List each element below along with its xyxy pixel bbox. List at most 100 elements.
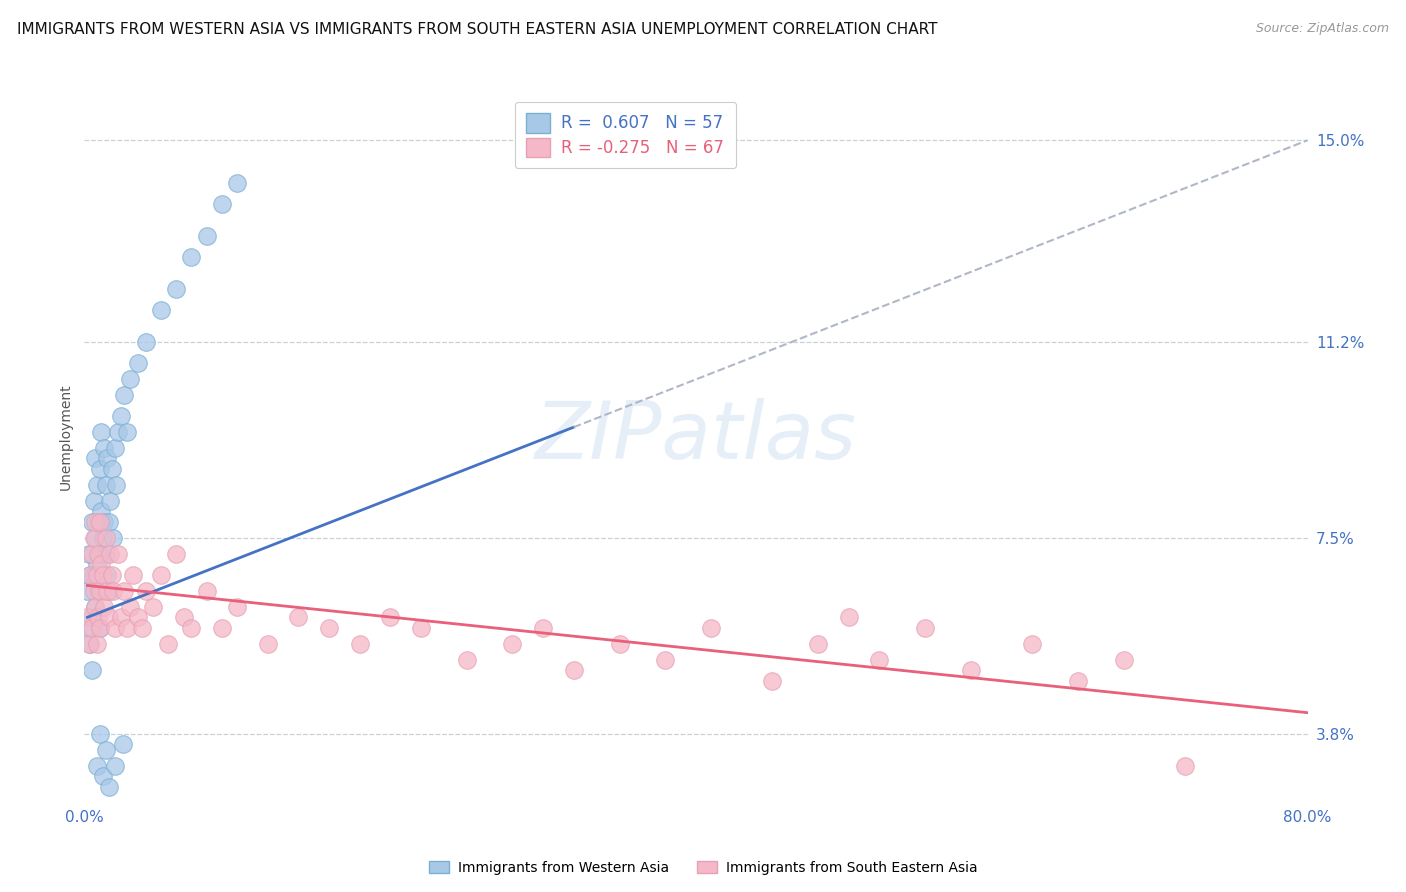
Legend: R =  0.607   N = 57, R = -0.275   N = 67: R = 0.607 N = 57, R = -0.275 N = 67: [515, 102, 735, 169]
Point: [93, 599, 115, 614]
Point: [173, 610, 195, 624]
Point: [1067, 673, 1090, 688]
Point: [94, 477, 117, 491]
Point: [149, 302, 172, 317]
Point: [211, 621, 233, 635]
Point: [89, 583, 111, 598]
Point: [257, 637, 280, 651]
Point: [87, 547, 110, 561]
Point: [127, 610, 149, 624]
Point: [94, 531, 117, 545]
Point: [90, 425, 112, 439]
Point: [98, 547, 121, 561]
Text: ZIPatlas: ZIPatlas: [534, 398, 858, 476]
Point: [80, 610, 103, 624]
Point: [97, 610, 120, 624]
Point: [89, 462, 111, 476]
Point: [165, 547, 187, 561]
Point: [180, 621, 202, 635]
Point: [84, 599, 107, 614]
Point: [79, 567, 101, 582]
Text: Source: ZipAtlas.com: Source: ZipAtlas.com: [1256, 22, 1389, 36]
Point: [97, 583, 120, 598]
Point: [761, 673, 783, 688]
Legend: Immigrants from Western Asia, Immigrants from South Eastern Asia: Immigrants from Western Asia, Immigrants…: [423, 855, 983, 880]
Point: [122, 567, 145, 582]
Point: [80, 663, 103, 677]
Point: [115, 621, 138, 635]
Point: [195, 228, 218, 243]
Point: [131, 621, 153, 635]
Point: [84, 531, 107, 545]
Point: [1021, 637, 1043, 651]
Point: [86, 567, 108, 582]
Point: [107, 425, 129, 439]
Point: [80, 547, 103, 561]
Point: [531, 621, 554, 635]
Point: [226, 176, 249, 190]
Point: [84, 599, 107, 614]
Point: [77, 621, 100, 635]
Point: [89, 515, 111, 529]
Point: [135, 334, 157, 349]
Point: [97, 515, 120, 529]
Point: [120, 372, 142, 386]
Point: [287, 610, 309, 624]
Point: [87, 515, 110, 529]
Point: [112, 583, 135, 598]
Point: [105, 477, 128, 491]
Point: [112, 387, 135, 401]
Point: [94, 743, 117, 757]
Point: [97, 780, 120, 794]
Point: [180, 250, 202, 264]
Point: [502, 637, 524, 651]
Point: [96, 567, 118, 582]
Point: [90, 504, 112, 518]
Point: [120, 599, 142, 614]
Point: [380, 610, 402, 624]
Point: [83, 531, 105, 545]
Point: [83, 583, 105, 598]
Point: [76, 610, 98, 624]
Point: [79, 637, 101, 651]
Point: [89, 547, 111, 561]
Point: [110, 409, 132, 423]
Point: [86, 477, 108, 491]
Point: [91, 567, 114, 582]
Point: [127, 356, 149, 370]
Point: [226, 599, 249, 614]
Point: [94, 547, 117, 561]
Point: [91, 769, 114, 783]
Point: [654, 653, 676, 667]
Point: [869, 653, 891, 667]
Point: [96, 451, 118, 466]
Point: [86, 637, 108, 651]
Point: [349, 637, 371, 651]
Point: [96, 583, 118, 598]
Point: [93, 515, 115, 529]
Point: [960, 663, 983, 677]
Point: [562, 663, 585, 677]
Point: [135, 583, 157, 598]
Point: [83, 567, 105, 582]
Point: [700, 621, 723, 635]
Point: [104, 621, 127, 635]
Point: [211, 197, 233, 211]
Point: [91, 531, 114, 545]
Point: [98, 493, 121, 508]
Point: [456, 653, 478, 667]
Point: [195, 583, 218, 598]
Point: [79, 567, 101, 582]
Text: IMMIGRANTS FROM WESTERN ASIA VS IMMIGRANTS FROM SOUTH EASTERN ASIA UNEMPLOYMENT : IMMIGRANTS FROM WESTERN ASIA VS IMMIGRAN…: [17, 22, 938, 37]
Point: [165, 282, 187, 296]
Point: [318, 621, 340, 635]
Point: [103, 531, 125, 545]
Point: [89, 727, 111, 741]
Point: [111, 738, 134, 752]
Point: [103, 583, 125, 598]
Point: [914, 621, 936, 635]
Point: [84, 451, 107, 466]
Point: [90, 558, 112, 572]
Point: [80, 515, 103, 529]
Point: [80, 621, 103, 635]
